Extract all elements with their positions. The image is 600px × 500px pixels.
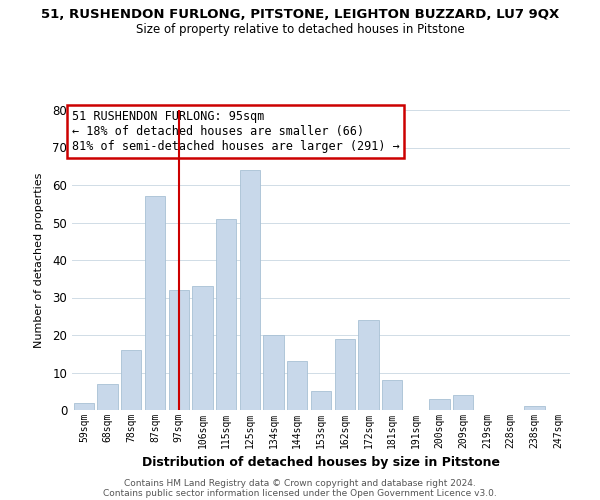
Bar [216, 219, 236, 410]
Bar [240, 170, 260, 410]
Bar [97, 384, 118, 410]
Text: Contains public sector information licensed under the Open Government Licence v3: Contains public sector information licen… [103, 488, 497, 498]
Y-axis label: Number of detached properties: Number of detached properties [34, 172, 44, 348]
Bar [430, 399, 449, 410]
Bar [358, 320, 379, 410]
Text: 51, RUSHENDON FURLONG, PITSTONE, LEIGHTON BUZZARD, LU7 9QX: 51, RUSHENDON FURLONG, PITSTONE, LEIGHTO… [41, 8, 559, 20]
Bar [311, 391, 331, 410]
Text: Size of property relative to detached houses in Pitstone: Size of property relative to detached ho… [136, 22, 464, 36]
Bar [453, 395, 473, 410]
Text: Contains HM Land Registry data © Crown copyright and database right 2024.: Contains HM Land Registry data © Crown c… [124, 478, 476, 488]
Bar [193, 286, 212, 410]
Bar [524, 406, 545, 410]
Bar [287, 361, 307, 410]
Bar [121, 350, 142, 410]
Text: 51 RUSHENDON FURLONG: 95sqm
← 18% of detached houses are smaller (66)
81% of sem: 51 RUSHENDON FURLONG: 95sqm ← 18% of det… [72, 110, 400, 153]
Bar [74, 402, 94, 410]
Bar [169, 290, 189, 410]
Bar [335, 339, 355, 410]
Bar [263, 335, 284, 410]
Bar [145, 196, 165, 410]
X-axis label: Distribution of detached houses by size in Pitstone: Distribution of detached houses by size … [142, 456, 500, 469]
Bar [382, 380, 402, 410]
